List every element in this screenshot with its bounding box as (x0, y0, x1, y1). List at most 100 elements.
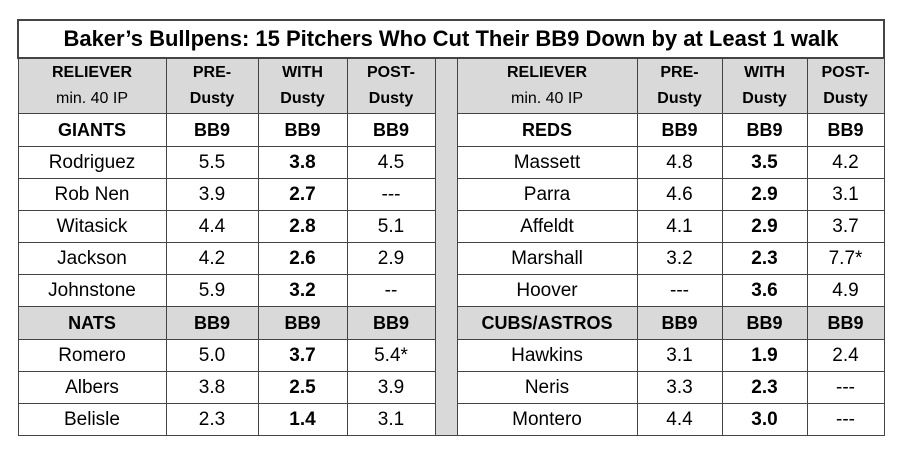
table-row: Witasick 4.4 2.8 5.1 Affeldt 4.1 2.9 3.7 (17, 210, 885, 243)
with-value: 2.3 (721, 371, 808, 404)
with-value: 2.3 (721, 242, 808, 275)
stat-label: BB9 (721, 306, 808, 340)
pre-value: 3.3 (636, 371, 723, 404)
with-value: 1.4 (257, 403, 348, 436)
post-value: 5.1 (346, 210, 436, 243)
stat-label: BB9 (257, 306, 348, 340)
pre-value: 5.5 (165, 146, 259, 179)
team-row-nats-cubs-astros: NATS BB9 BB9 BB9 CUBS/ASTROS BB9 BB9 BB9 (17, 306, 885, 340)
post-value: 2.9 (346, 242, 436, 275)
table-row: Belisle 2.3 1.4 3.1 Montero 4.4 3.0 --- (17, 403, 885, 436)
post-value: 4.2 (806, 146, 885, 179)
with-value: 2.7 (257, 178, 348, 211)
with-value: 3.0 (721, 403, 808, 436)
team-label-left: NATS (17, 306, 167, 340)
post-value: 3.1 (806, 178, 885, 211)
post-value: 3.1 (346, 403, 436, 436)
with-value: 3.7 (257, 339, 348, 372)
stat-label: BB9 (165, 113, 259, 147)
post-value: 3.9 (346, 371, 436, 404)
with-value: 2.9 (721, 210, 808, 243)
post-value: 4.5 (346, 146, 436, 179)
table-row: Romero 5.0 3.7 5.4* Hawkins 3.1 1.9 2.4 (17, 339, 885, 372)
pitcher-name: Jackson (17, 242, 167, 275)
pre-value: 3.2 (636, 242, 723, 275)
pre-value: 5.9 (165, 274, 259, 307)
pitcher-name: Marshall (456, 242, 638, 275)
pitcher-name: Belisle (17, 403, 167, 436)
pre-value: 4.2 (165, 242, 259, 275)
stat-label: BB9 (721, 113, 808, 147)
title-row: Baker’s Bullpens: 15 Pitchers Who Cut Th… (17, 19, 885, 59)
stat-label: BB9 (346, 306, 436, 340)
col-header-reliever-left: RELIEVER min. 40 IP (17, 57, 167, 114)
col-header-pre-left: PRE- Dusty (165, 57, 259, 114)
pre-value: 4.8 (636, 146, 723, 179)
column-gap (434, 57, 458, 436)
post-value: --- (346, 178, 436, 211)
pre-value: 2.3 (165, 403, 259, 436)
with-value: 1.9 (721, 339, 808, 372)
stat-label: BB9 (806, 113, 885, 147)
table-title: Baker’s Bullpens: 15 Pitchers Who Cut Th… (17, 19, 885, 59)
post-value: --- (806, 403, 885, 436)
post-value: 3.7 (806, 210, 885, 243)
stat-label: BB9 (346, 113, 436, 147)
stat-label: BB9 (636, 113, 723, 147)
pitcher-name: Hoover (456, 274, 638, 307)
pitcher-name: Rodriguez (17, 146, 167, 179)
pitcher-name: Massett (456, 146, 638, 179)
table-row: Johnstone 5.9 3.2 -- Hoover --- 3.6 4.9 (17, 274, 885, 307)
pre-value: 3.8 (165, 371, 259, 404)
team-row-giants-reds: GIANTS BB9 BB9 BB9 REDS BB9 BB9 BB9 (17, 113, 885, 147)
with-value: 3.2 (257, 274, 348, 307)
pre-value: --- (636, 274, 723, 307)
pitcher-name: Witasick (17, 210, 167, 243)
post-value: 5.4* (346, 339, 436, 372)
pre-value: 5.0 (165, 339, 259, 372)
stat-label: BB9 (636, 306, 723, 340)
table-row: Rob Nen 3.9 2.7 --- Parra 4.6 2.9 3.1 (17, 178, 885, 211)
pre-value: 4.4 (165, 210, 259, 243)
post-value: -- (346, 274, 436, 307)
post-value: 4.9 (806, 274, 885, 307)
col-header-post-right: POST- Dusty (806, 57, 885, 114)
pitcher-name: Johnstone (17, 274, 167, 307)
pitcher-name: Hawkins (456, 339, 638, 372)
with-value: 2.8 (257, 210, 348, 243)
pitcher-name: Parra (456, 178, 638, 211)
pitcher-name: Affeldt (456, 210, 638, 243)
team-label-left: GIANTS (17, 113, 167, 147)
with-value: 3.6 (721, 274, 808, 307)
post-value: 2.4 (806, 339, 885, 372)
bullpen-table-container: Baker’s Bullpens: 15 Pitchers Who Cut Th… (17, 19, 885, 436)
with-value: 2.5 (257, 371, 348, 404)
col-header-pre-right: PRE- Dusty (636, 57, 723, 114)
stat-label: BB9 (257, 113, 348, 147)
col-header-reliever-right: RELIEVER min. 40 IP (456, 57, 638, 114)
table-row: Rodriguez 5.5 3.8 4.5 Massett 4.8 3.5 4.… (17, 146, 885, 179)
with-value: 3.8 (257, 146, 348, 179)
pre-value: 3.1 (636, 339, 723, 372)
pre-value: 3.9 (165, 178, 259, 211)
pre-value: 4.1 (636, 210, 723, 243)
pre-value: 4.4 (636, 403, 723, 436)
team-label-right: CUBS/ASTROS (456, 306, 638, 340)
with-value: 2.9 (721, 178, 808, 211)
col-header-post-left: POST- Dusty (346, 57, 436, 114)
header-row: RELIEVER min. 40 IP PRE- Dusty WITH Dusty P… (17, 57, 885, 436)
post-value: --- (806, 371, 885, 404)
table-row: Albers 3.8 2.5 3.9 Neris 3.3 2.3 --- (17, 371, 885, 404)
pitcher-name: Albers (17, 371, 167, 404)
col-header-with-left: WITH Dusty (257, 57, 348, 114)
bullpen-table: Baker’s Bullpens: 15 Pitchers Who Cut Th… (17, 19, 885, 436)
stat-label: BB9 (165, 306, 259, 340)
post-value: 7.7* (806, 242, 885, 275)
pre-value: 4.6 (636, 178, 723, 211)
pitcher-name: Neris (456, 371, 638, 404)
pitcher-name: Rob Nen (17, 178, 167, 211)
team-label-right: REDS (456, 113, 638, 147)
with-value: 3.5 (721, 146, 808, 179)
pitcher-name: Montero (456, 403, 638, 436)
stat-label: BB9 (806, 306, 885, 340)
